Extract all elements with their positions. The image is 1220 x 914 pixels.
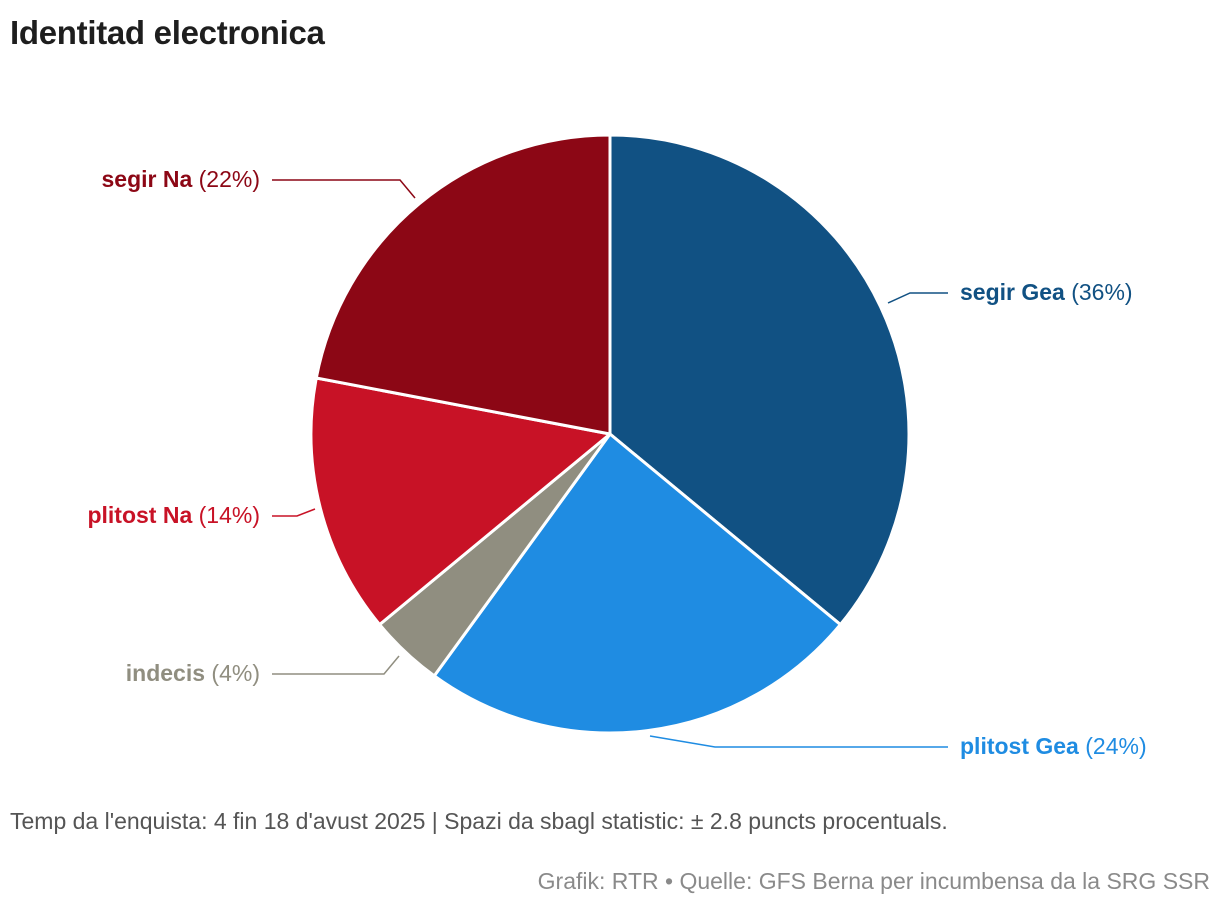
chart-footnote: Temp da l'enquista: 4 fin 18 d'avust 202…	[10, 808, 948, 834]
slice-label-percent: (14%)	[192, 502, 260, 528]
label-connector-segir-na	[272, 179, 416, 199]
slice-label-name: segir Gea	[960, 279, 1065, 305]
label-connector-segir-gea	[887, 292, 948, 304]
pie-slice-plitost-na	[309, 376, 612, 627]
slice-label-plitost-na: plitost Na (14%)	[87, 502, 260, 528]
slice-label-percent: (22%)	[192, 166, 260, 192]
pie-slice-segir-gea	[608, 133, 911, 627]
chart-credits: Grafik: RTR • Quelle: GFS Berna per incu…	[537, 868, 1210, 894]
slice-label-name: plitost Gea	[960, 733, 1079, 759]
slice-label-indecis: indecis (4%)	[126, 660, 260, 686]
slice-label-plitost-gea: plitost Gea (24%)	[960, 733, 1147, 759]
slice-label-name: indecis	[126, 660, 205, 686]
label-connector-plitost-na	[272, 508, 316, 517]
slice-label-percent: (36%)	[1065, 279, 1133, 305]
slice-label-name: segir Na	[101, 166, 192, 192]
slice-label-percent: (4%)	[205, 660, 260, 686]
slice-label-segir-na: segir Na (22%)	[101, 166, 260, 192]
label-connector-plitost-gea	[649, 735, 948, 748]
slice-label-name: plitost Na	[87, 502, 192, 528]
chart-title: Identitad electronica	[10, 14, 325, 51]
slice-label-segir-gea: segir Gea (36%)	[960, 279, 1133, 305]
label-connector-indecis	[272, 655, 400, 675]
slice-label-percent: (24%)	[1079, 733, 1147, 759]
pie-slice-plitost-gea	[432, 432, 842, 735]
pie-slice-segir-na	[314, 133, 612, 436]
